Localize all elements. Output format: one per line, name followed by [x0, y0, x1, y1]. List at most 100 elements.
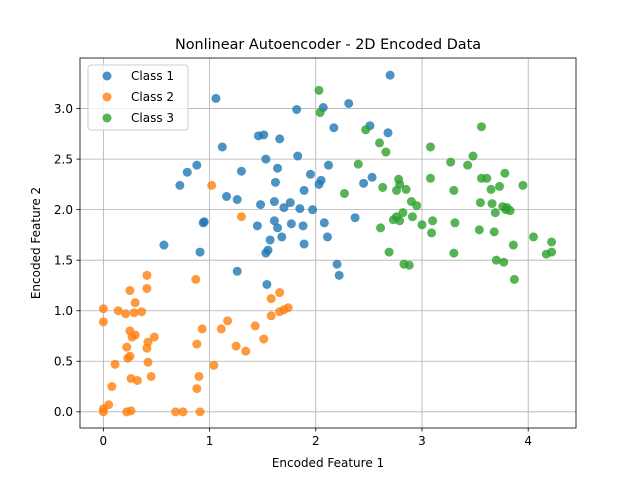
- data-point-class-3: [417, 220, 427, 230]
- data-point-class-3: [395, 179, 405, 189]
- y-tick-label: 0.5: [54, 355, 73, 369]
- data-point-class-1: [175, 180, 185, 190]
- data-point-class-3: [490, 208, 500, 218]
- data-point-class-1: [332, 259, 342, 269]
- data-point-class-2: [207, 180, 217, 190]
- data-point-class-3: [487, 199, 497, 209]
- data-point-class-2: [122, 342, 132, 352]
- data-point-class-1: [232, 266, 242, 276]
- data-point-class-2: [142, 283, 152, 293]
- data-point-class-1: [236, 166, 246, 176]
- data-point-class-2: [236, 212, 246, 222]
- data-point-class-3: [446, 157, 456, 167]
- data-point-class-2: [113, 306, 123, 316]
- data-point-class-3: [388, 215, 398, 225]
- y-tick-label: 2.5: [54, 152, 73, 166]
- data-point-class-1: [319, 218, 329, 228]
- data-point-class-1: [273, 163, 283, 173]
- data-point-class-2: [125, 351, 135, 361]
- data-point-class-1: [286, 219, 296, 229]
- data-point-class-3: [505, 206, 515, 216]
- data-point-class-2: [192, 384, 202, 394]
- data-point-class-3: [407, 212, 417, 222]
- data-point-class-2: [143, 357, 153, 367]
- data-point-class-1: [292, 105, 302, 115]
- data-point-class-1: [270, 177, 280, 187]
- data-point-class-2: [132, 375, 142, 385]
- data-point-class-1: [285, 198, 295, 208]
- data-point-class-1: [295, 204, 305, 214]
- axis-ticks: 0 1 2 3 4 0.0 0.5 1.0 1.5 2.0 2.5 3.0: [54, 102, 532, 448]
- data-point-class-2: [223, 316, 233, 326]
- data-point-class-2: [149, 332, 159, 342]
- data-point-class-2: [275, 288, 285, 298]
- data-point-class-1: [367, 172, 377, 182]
- data-point-class-2: [142, 270, 152, 280]
- data-point-class-2: [127, 332, 137, 342]
- data-point-class-1: [322, 232, 332, 242]
- data-point-class-3: [491, 255, 501, 265]
- legend-marker-class-2: [102, 92, 112, 102]
- data-point-class-3: [475, 198, 485, 208]
- data-point-class-1: [232, 195, 242, 205]
- x-tick-label: 3: [418, 434, 426, 448]
- legend-label-class-2: Class 2: [131, 90, 174, 104]
- y-tick-label: 0.0: [54, 405, 73, 419]
- data-points: [98, 70, 557, 417]
- data-point-class-1: [269, 197, 279, 207]
- data-point-class-2: [121, 309, 131, 319]
- data-point-class-2: [126, 406, 136, 416]
- data-point-class-3: [463, 160, 473, 170]
- data-point-class-3: [315, 108, 325, 118]
- data-point-class-3: [425, 173, 435, 183]
- data-point-class-1: [299, 185, 309, 195]
- data-point-class-1: [192, 160, 202, 170]
- x-tick-label: 2: [312, 434, 320, 448]
- data-point-class-1: [269, 216, 279, 226]
- data-point-class-3: [476, 173, 486, 183]
- data-point-class-2: [197, 324, 207, 334]
- data-point-class-3: [508, 240, 518, 250]
- data-point-class-3: [353, 159, 363, 169]
- data-point-class-2: [137, 307, 147, 317]
- data-point-class-2: [110, 359, 120, 369]
- data-point-class-2: [98, 317, 108, 327]
- data-point-class-3: [449, 248, 459, 258]
- data-point-class-3: [381, 147, 391, 157]
- data-point-class-1: [259, 130, 269, 140]
- x-tick-label: 1: [206, 434, 214, 448]
- data-point-class-1: [275, 134, 285, 144]
- data-point-class-2: [191, 274, 201, 284]
- data-point-class-2: [266, 311, 276, 321]
- data-point-class-3: [547, 237, 557, 247]
- data-point-class-2: [107, 382, 117, 392]
- data-point-class-2: [266, 294, 276, 304]
- x-tick-label: 0: [100, 434, 108, 448]
- data-point-class-2: [171, 407, 181, 417]
- data-point-class-3: [468, 151, 478, 161]
- legend: Class 1 Class 2 Class 3: [87, 64, 189, 131]
- data-point-class-1: [385, 70, 395, 80]
- chart-title: Nonlinear Autoencoder - 2D Encoded Data: [175, 37, 481, 53]
- data-point-class-1: [298, 221, 308, 231]
- data-point-class-1: [261, 154, 271, 164]
- data-point-class-3: [495, 181, 505, 191]
- y-tick-label: 3.0: [54, 102, 73, 116]
- data-point-class-1: [273, 223, 283, 233]
- data-point-class-1: [211, 93, 221, 103]
- data-point-class-1: [222, 191, 232, 201]
- data-point-class-3: [450, 218, 460, 228]
- data-point-class-2: [129, 308, 139, 318]
- plot-area-frame: [79, 57, 577, 429]
- data-point-class-3: [404, 260, 414, 270]
- legend-label-class-3: Class 3: [131, 111, 174, 125]
- data-point-class-3: [428, 216, 438, 226]
- data-point-class-1: [252, 221, 262, 231]
- data-point-class-3: [547, 247, 557, 257]
- data-point-class-1: [195, 247, 205, 257]
- data-point-class-2: [98, 407, 108, 417]
- data-point-class-3: [384, 247, 394, 257]
- data-point-class-3: [378, 182, 388, 192]
- data-point-class-3: [361, 125, 371, 135]
